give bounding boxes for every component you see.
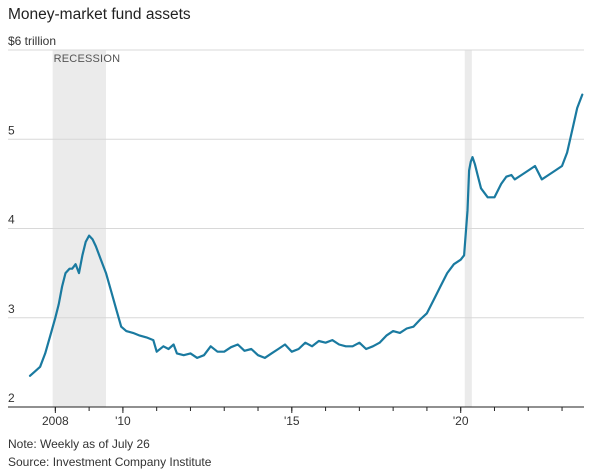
chart-title: Money-market fund assets [8,6,191,23]
y-axis-ticks: $6 trillion 5 4 3 2 [8,34,56,405]
chart-source: Source: Investment Company Institute [8,455,212,469]
chart-note: Note: Weekly as of July 26 [8,437,150,451]
y-tick-label-6: $6 trillion [8,34,56,48]
series-layer [28,93,584,377]
y-tick-label-3: 3 [8,302,15,316]
x-tick-label-2010: '10 [115,414,131,428]
x-axis-ticks: 2008 '10 '15 '20 [42,407,563,428]
x-tick-label-2020: '20 [453,414,469,428]
y-tick-label-5: 5 [8,123,15,137]
y-tick-label-2: 2 [8,391,15,405]
recession-label: RECESSION [54,53,121,65]
series-line-0 [28,93,584,377]
x-tick-label-2008: 2008 [42,414,69,428]
gridlines [8,49,584,408]
x-tick-label-2015: '15 [284,414,300,428]
y-tick-label-4: 4 [8,213,15,227]
